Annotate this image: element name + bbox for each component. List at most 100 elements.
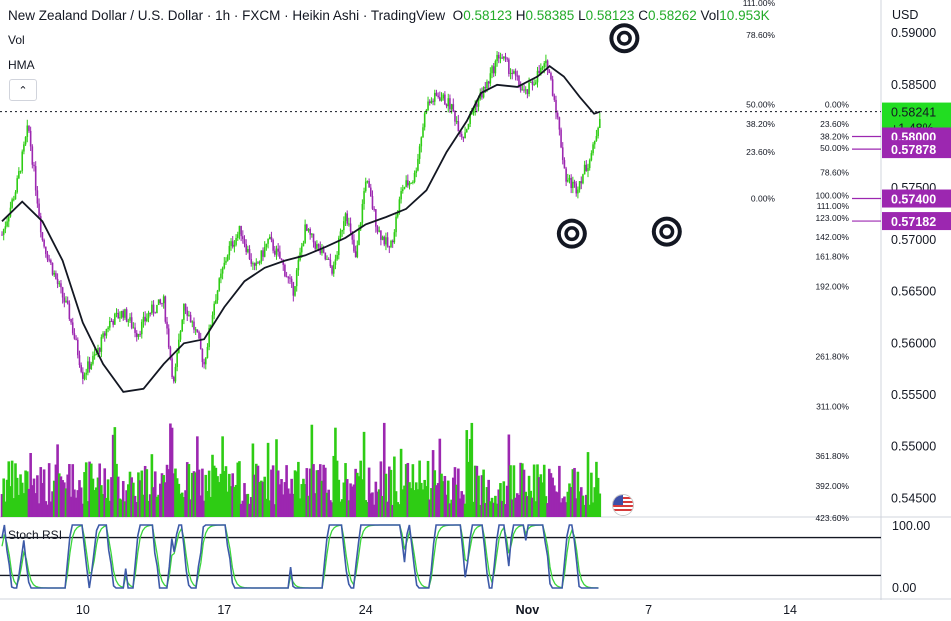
candle-body <box>496 54 498 62</box>
volume-bar <box>106 479 110 517</box>
candle-body <box>61 287 64 298</box>
volume-bar <box>345 479 349 517</box>
candle-body <box>447 98 450 107</box>
volume-bar <box>468 438 472 517</box>
volume-bar <box>283 482 287 517</box>
volume-bar <box>445 494 448 517</box>
candle-body <box>34 166 37 191</box>
stoch-k-line <box>1 524 599 589</box>
volume-bar <box>327 489 330 517</box>
vol-value: 10.953K <box>719 8 770 23</box>
volume-bar <box>207 470 211 517</box>
candle-body <box>580 181 583 184</box>
volume-bar <box>69 496 73 517</box>
volume-bar <box>303 484 307 517</box>
indicator-vol-label[interactable]: Vol <box>8 33 25 47</box>
volume-bar <box>512 465 516 517</box>
volume-bar <box>509 465 512 517</box>
volume-bar <box>32 478 36 517</box>
candle-body <box>211 315 214 326</box>
collapse-indicators-button[interactable]: ⌃ <box>9 79 37 101</box>
volume-bar <box>356 472 359 517</box>
candle-body <box>176 352 178 367</box>
candle-body <box>60 283 62 288</box>
fib-label: 0.00% <box>825 99 850 109</box>
candle-body <box>58 283 61 285</box>
candle-body <box>183 303 185 320</box>
volume-bar <box>551 477 554 517</box>
candle-body <box>215 300 217 304</box>
volume-bar <box>258 481 261 517</box>
candle-body <box>326 258 328 260</box>
candle-body <box>504 56 507 59</box>
candle-body <box>98 348 101 352</box>
volume-bar <box>66 474 69 517</box>
volume-bar <box>489 501 492 517</box>
candle-body <box>577 189 579 194</box>
candle-body <box>349 223 352 232</box>
price-tick-label: 0.56500 <box>891 285 936 299</box>
candle-body <box>119 317 121 319</box>
candle-body <box>339 231 342 238</box>
indicator-stoch-label[interactable]: Stoch RSI <box>8 528 63 542</box>
volume-bar <box>51 491 54 517</box>
candle-body <box>452 104 455 111</box>
price-badge-label: 0.57400 <box>891 193 936 207</box>
volume-bar <box>367 467 371 517</box>
candle-body <box>294 286 296 296</box>
candle-body <box>538 70 540 74</box>
candle-body <box>194 329 197 331</box>
volume-bar <box>393 456 396 517</box>
candle-body <box>28 125 30 131</box>
volume-bar <box>280 479 283 517</box>
candle-body <box>21 151 24 171</box>
volume-bar <box>140 470 144 517</box>
volume-bar <box>4 501 7 517</box>
volume-bar <box>248 503 251 517</box>
candle-body <box>4 226 7 230</box>
candle-body <box>464 132 466 139</box>
volume-bar <box>549 473 553 517</box>
volume-bar <box>590 472 593 517</box>
candle-body <box>474 103 476 111</box>
volume-bar <box>290 478 293 517</box>
candle-body <box>460 134 463 137</box>
candle-body <box>521 89 524 91</box>
volume-bar <box>138 480 142 517</box>
candle-body <box>129 317 131 321</box>
candle-body <box>593 140 596 145</box>
us-flag-icon[interactable] <box>612 494 634 516</box>
candle-body <box>149 312 152 314</box>
fib-label: 142.00% <box>815 232 849 242</box>
indicator-hma-label[interactable]: HMA <box>8 58 35 72</box>
volume-bar <box>271 465 275 517</box>
volume-bar <box>576 471 580 517</box>
candle-body <box>55 273 57 279</box>
candle-body <box>70 318 72 323</box>
candle-body <box>572 181 574 189</box>
volume-bar <box>167 469 171 517</box>
candle-body <box>90 363 93 370</box>
volume-bar <box>113 427 117 517</box>
volume-bar <box>41 483 44 517</box>
volume-bar <box>357 476 361 517</box>
fib-label: 100.00% <box>815 190 849 200</box>
volume-bar <box>226 491 229 517</box>
price-tick-label: 0.55500 <box>891 388 936 402</box>
volume-bar <box>73 489 76 517</box>
volume-bar <box>153 471 157 517</box>
volume-bar <box>391 504 394 517</box>
volume-bar <box>492 502 496 517</box>
volume-bar <box>531 497 534 517</box>
candle-body <box>364 181 367 192</box>
candle-body <box>568 177 571 180</box>
price-badge-label: 0.57182 <box>891 215 936 229</box>
volume-bar <box>37 503 41 517</box>
volume-bar <box>483 503 487 517</box>
volume-bar <box>31 485 34 517</box>
volume-bar <box>123 501 127 517</box>
candle-body <box>407 180 409 186</box>
candle-body <box>272 239 274 251</box>
